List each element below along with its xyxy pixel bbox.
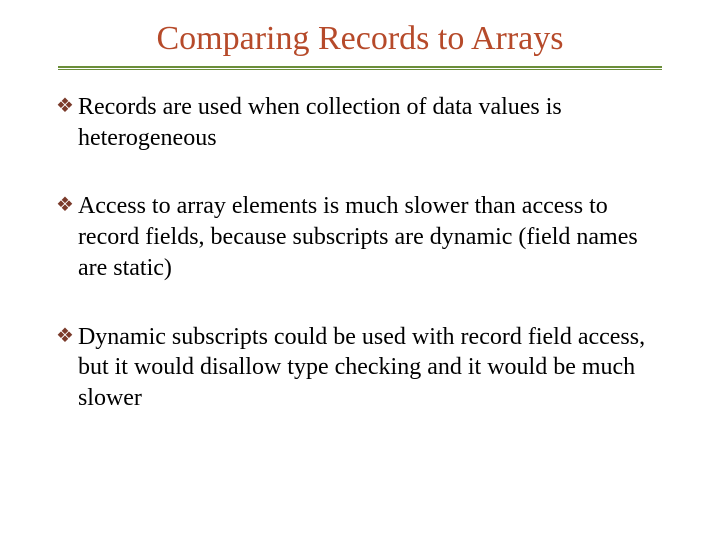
bullet-text: Access to array elements is much slower … (78, 191, 670, 283)
diamond-bullet-icon: ❖ (56, 94, 74, 119)
bullet-text: Dynamic subscripts could be used with re… (78, 322, 670, 414)
bullet-list: ❖ Records are used when collection of da… (50, 92, 670, 414)
list-item: ❖ Dynamic subscripts could be used with … (56, 322, 670, 414)
diamond-bullet-icon: ❖ (56, 324, 74, 349)
list-item: ❖ Records are used when collection of da… (56, 92, 670, 153)
bullet-text: Records are used when collection of data… (78, 92, 670, 153)
slide-title: Comparing Records to Arrays (50, 20, 670, 58)
list-item: ❖ Access to array elements is much slowe… (56, 191, 670, 283)
diamond-bullet-icon: ❖ (56, 193, 74, 218)
title-underline (58, 66, 662, 70)
